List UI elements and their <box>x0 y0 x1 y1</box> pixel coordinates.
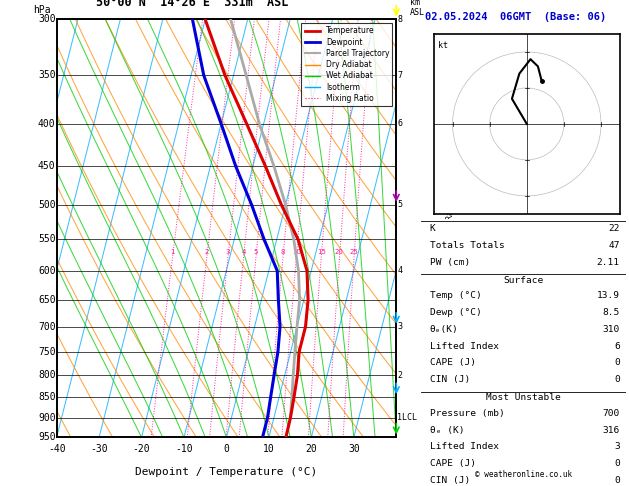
Text: -40: -40 <box>48 444 65 453</box>
Text: Surface: Surface <box>504 276 543 285</box>
Text: Dewp (°C): Dewp (°C) <box>430 308 481 317</box>
Text: CAPE (J): CAPE (J) <box>430 358 476 367</box>
Text: 50°00'N  14°26'E  331m  ASL: 50°00'N 14°26'E 331m ASL <box>96 0 289 9</box>
Text: Totals Totals: Totals Totals <box>430 241 504 250</box>
Text: 10: 10 <box>263 444 275 453</box>
Text: CAPE (J): CAPE (J) <box>430 459 476 468</box>
Text: 5: 5 <box>253 249 258 255</box>
Text: 47: 47 <box>608 241 620 250</box>
Text: 650: 650 <box>38 295 55 305</box>
Text: 3: 3 <box>226 249 230 255</box>
Text: 750: 750 <box>38 347 55 357</box>
Text: Lifted Index: Lifted Index <box>430 342 499 350</box>
Text: 316: 316 <box>603 426 620 434</box>
Text: 30: 30 <box>348 444 360 453</box>
Text: km
ASL: km ASL <box>410 0 425 17</box>
Text: 02.05.2024  06GMT  (Base: 06): 02.05.2024 06GMT (Base: 06) <box>425 12 606 22</box>
Text: Pressure (mb): Pressure (mb) <box>430 409 504 417</box>
Text: CIN (J): CIN (J) <box>430 476 470 485</box>
Text: 800: 800 <box>38 370 55 380</box>
Text: 3: 3 <box>398 322 403 331</box>
Text: 600: 600 <box>38 266 55 276</box>
Text: 4: 4 <box>242 249 245 255</box>
Text: θₑ (K): θₑ (K) <box>430 426 464 434</box>
Text: -10: -10 <box>175 444 193 453</box>
Text: K: K <box>430 224 435 233</box>
Text: -20: -20 <box>133 444 150 453</box>
Text: θₑ(K): θₑ(K) <box>430 325 459 334</box>
Text: 700: 700 <box>603 409 620 417</box>
Text: 0: 0 <box>614 358 620 367</box>
Text: 8: 8 <box>281 249 285 255</box>
Text: 25: 25 <box>350 249 359 255</box>
Text: hPa: hPa <box>33 5 50 15</box>
Text: Mixing Ratio (g/kg): Mixing Ratio (g/kg) <box>446 160 455 255</box>
Text: 8.5: 8.5 <box>603 308 620 317</box>
Text: 450: 450 <box>38 161 55 172</box>
Text: © weatheronline.co.uk: © weatheronline.co.uk <box>475 469 572 479</box>
Text: 550: 550 <box>38 234 55 244</box>
Text: 1: 1 <box>170 249 175 255</box>
Text: 22: 22 <box>608 224 620 233</box>
Text: kt: kt <box>438 41 448 50</box>
Text: 2: 2 <box>204 249 209 255</box>
Text: -30: -30 <box>90 444 108 453</box>
Text: Dewpoint / Temperature (°C): Dewpoint / Temperature (°C) <box>135 467 318 477</box>
Text: 1LCL: 1LCL <box>398 413 417 422</box>
Text: 0: 0 <box>614 375 620 384</box>
Text: Most Unstable: Most Unstable <box>486 393 561 402</box>
Text: 400: 400 <box>38 119 55 129</box>
Text: CIN (J): CIN (J) <box>430 375 470 384</box>
Text: 0: 0 <box>614 476 620 485</box>
Text: 20: 20 <box>306 444 317 453</box>
Text: 500: 500 <box>38 200 55 209</box>
Text: 6: 6 <box>398 119 403 128</box>
Text: Lifted Index: Lifted Index <box>430 442 499 451</box>
Text: 20: 20 <box>335 249 344 255</box>
Text: 5: 5 <box>398 200 403 209</box>
Text: 10: 10 <box>292 249 301 255</box>
Text: 15: 15 <box>317 249 326 255</box>
Text: 350: 350 <box>38 70 55 80</box>
Text: 700: 700 <box>38 322 55 331</box>
Text: 6: 6 <box>614 342 620 350</box>
Text: 0: 0 <box>223 444 230 453</box>
Text: 13.9: 13.9 <box>597 291 620 300</box>
Text: 8: 8 <box>398 15 403 24</box>
Text: 3: 3 <box>614 442 620 451</box>
Text: 0: 0 <box>614 459 620 468</box>
Text: Temp (°C): Temp (°C) <box>430 291 481 300</box>
Text: 850: 850 <box>38 392 55 402</box>
Text: PW (cm): PW (cm) <box>430 258 470 266</box>
Text: 2: 2 <box>398 371 403 380</box>
Text: 2.11: 2.11 <box>597 258 620 266</box>
Text: 310: 310 <box>603 325 620 334</box>
Text: 900: 900 <box>38 413 55 423</box>
Legend: Temperature, Dewpoint, Parcel Trajectory, Dry Adiabat, Wet Adiabat, Isotherm, Mi: Temperature, Dewpoint, Parcel Trajectory… <box>301 23 392 106</box>
Text: 950: 950 <box>38 433 55 442</box>
Text: 300: 300 <box>38 15 55 24</box>
Text: 7: 7 <box>398 71 403 80</box>
Text: 4: 4 <box>398 266 403 275</box>
